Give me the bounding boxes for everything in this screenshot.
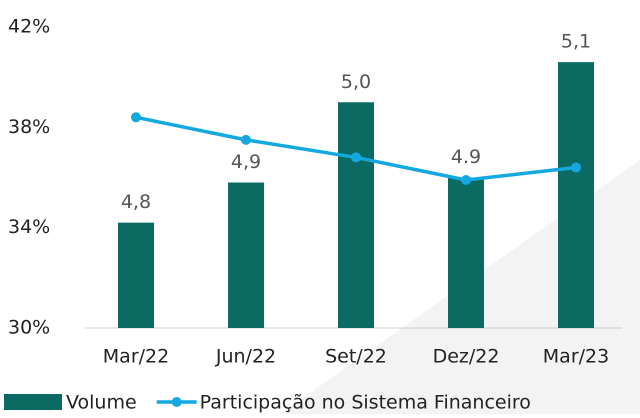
y-tick-label: 38% — [8, 116, 50, 138]
x-tick-label: Set/22 — [325, 346, 387, 368]
line-point — [571, 162, 581, 173]
data-label: 4,8 — [121, 191, 151, 213]
y-tick-label: 42% — [8, 16, 50, 38]
x-tick-label: Mar/23 — [543, 346, 609, 368]
y-tick-label: 30% — [8, 317, 50, 339]
line-point — [131, 112, 141, 123]
data-label: 5,1 — [561, 31, 591, 53]
line-point — [241, 134, 251, 145]
data-label: 4.9 — [451, 146, 481, 168]
x-tick-label: Mar/22 — [103, 346, 169, 368]
x-tick-label: Jun/22 — [215, 346, 276, 368]
legend-swatch — [4, 394, 62, 410]
data-label: 4,9 — [231, 151, 261, 173]
line-point — [351, 152, 361, 163]
bar — [338, 102, 374, 328]
legend-label: Volume — [66, 392, 137, 414]
bar — [118, 222, 154, 328]
bar — [228, 182, 264, 328]
x-tick-label: Dez/22 — [433, 346, 500, 368]
y-tick-label: 34% — [8, 216, 50, 238]
bar — [448, 177, 484, 328]
legend-swatch — [171, 397, 182, 407]
data-label: 5,0 — [341, 71, 371, 93]
bar — [558, 62, 594, 328]
line-point — [461, 175, 471, 186]
legend-label: Participação no Sistema Financeiro — [200, 392, 531, 414]
